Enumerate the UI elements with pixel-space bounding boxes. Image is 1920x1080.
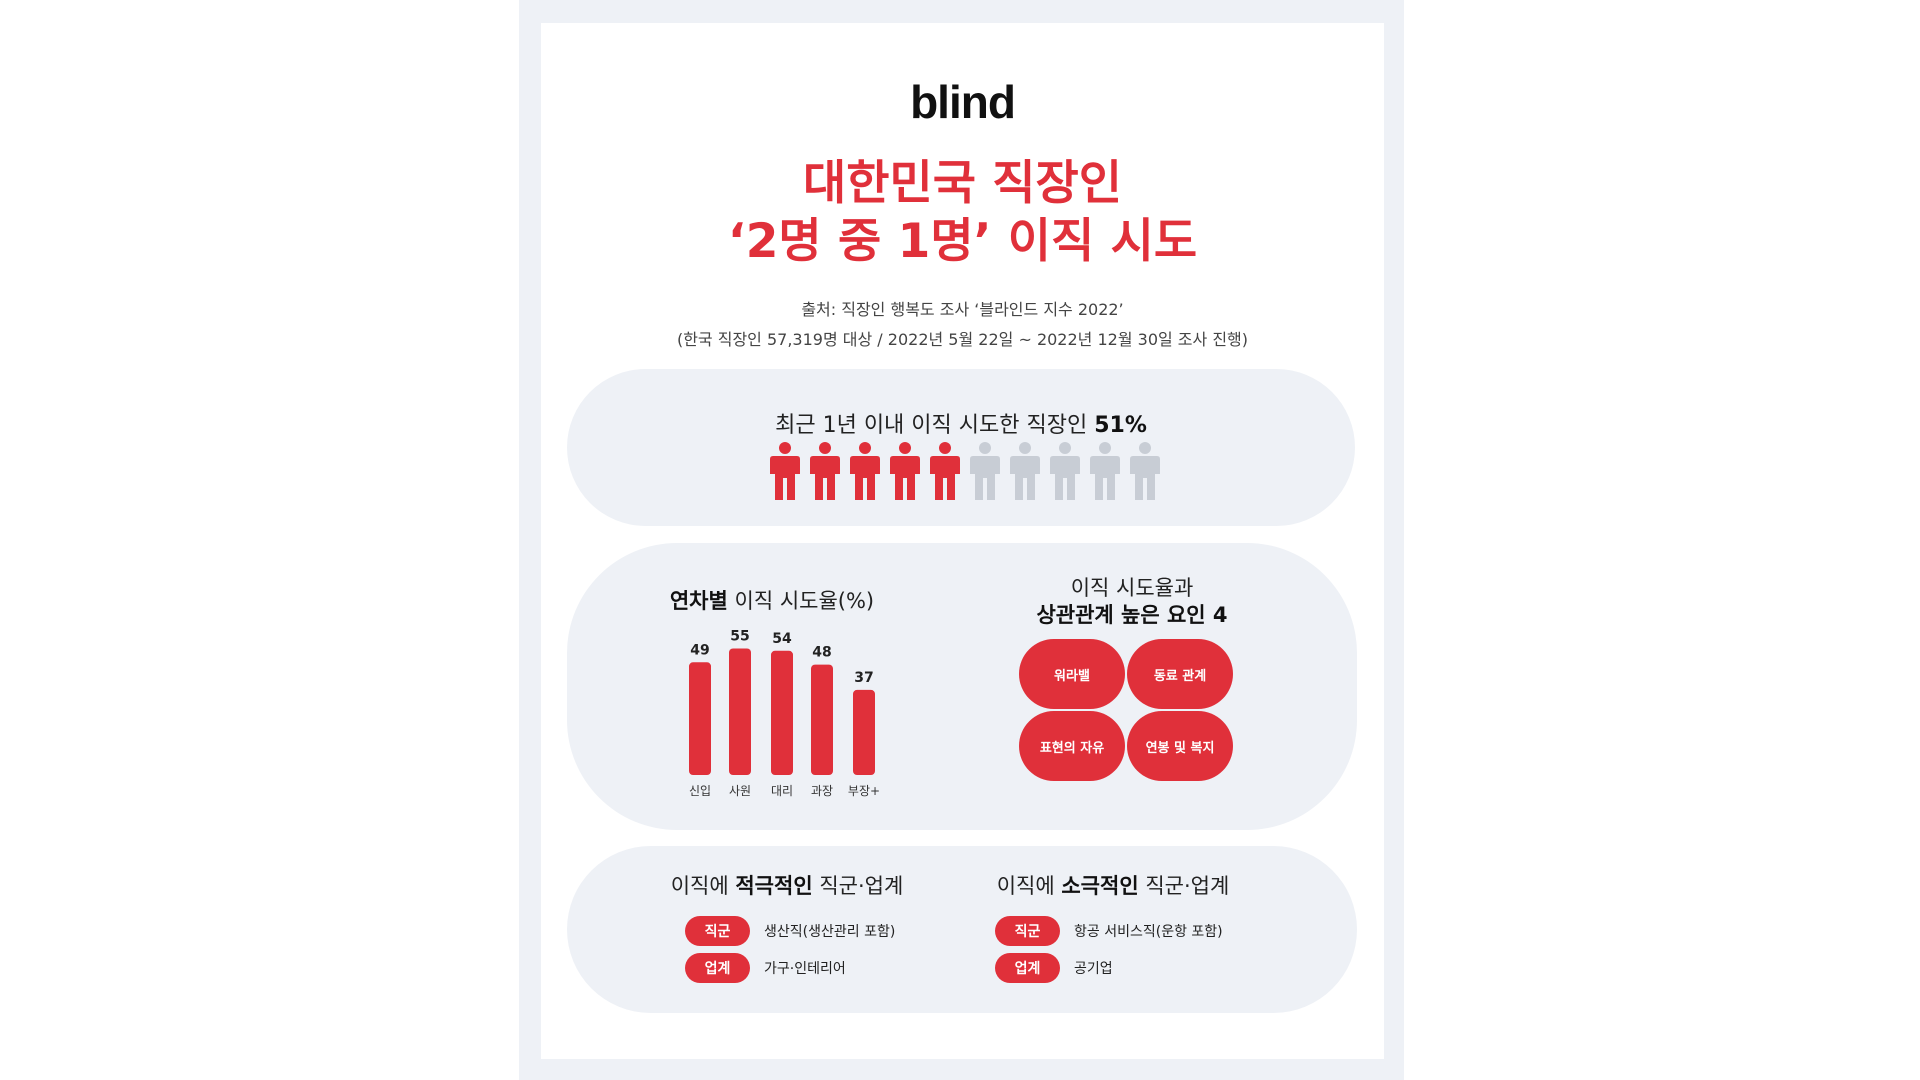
headline: 대한민국 직장인 ‘2명 중 1명’ 이직 시도 (541, 155, 1384, 271)
source-line-2: (한국 직장인 57,319명 대상 / 2022년 5월 22일 ~ 2022… (676, 330, 1249, 349)
person-icon (1090, 442, 1120, 500)
person-icon (890, 442, 920, 500)
chart-title-rest: 이직 시도율(%) (727, 589, 875, 613)
person-icon (810, 442, 840, 500)
factor-bubble: 동료 관계 (1127, 639, 1233, 709)
stat-value: 51% (1094, 413, 1147, 438)
person-icon (1010, 442, 1040, 500)
category-value: 공기업 (1074, 961, 1113, 977)
category-tick-label: 사원 (729, 784, 751, 798)
passive-title-bold: 소극적인 (1061, 874, 1139, 898)
bar-chart: 49 신입 55 사원 54 대리 48 과장 37 부장+ (689, 629, 880, 799)
factor-bubble: 연봉 및 복지 (1127, 711, 1233, 781)
factor-bubble: 워라밸 (1019, 639, 1125, 709)
chart-title-bold: 연차별 (669, 589, 728, 613)
category-tick-label: 대리 (771, 784, 793, 798)
person-icon (1130, 442, 1160, 500)
headline-line-2: ‘2명 중 1명’ 이직 시도 (727, 214, 1198, 269)
passive-row: 직군 항공 서비스직(운항 포함) (995, 916, 1223, 946)
active-title-bold: 적극적인 (735, 874, 813, 898)
source-note: 출처: 직장인 행복도 조사 ‘블라인드 지수 2022’ (한국 직장인 57… (541, 295, 1384, 355)
person-icon (970, 442, 1000, 500)
source-line-1: 출처: 직장인 행복도 조사 ‘블라인드 지수 2022’ (801, 300, 1124, 319)
category-value: 생산직(생산관리 포함) (764, 924, 896, 940)
bar-1 (729, 648, 751, 775)
stat-caption: 최근 1년 이내 이직 시도한 직장인 51% (567, 407, 1355, 439)
bar-value-label: 48 (812, 645, 831, 661)
active-title-pre: 이직에 (670, 874, 736, 898)
people-pictogram (770, 442, 1160, 502)
bar-value-label: 54 (772, 631, 792, 647)
factors-title: 이직 시도율과 상관관계 높은 요인 4 (982, 575, 1282, 629)
category-tick-label: 신입 (689, 784, 711, 798)
bar-value-label: 55 (730, 629, 749, 645)
category-tag: 업계 (685, 953, 750, 983)
passive-title: 이직에 소극적인 직군·업계 (963, 870, 1263, 900)
person-icon (770, 442, 800, 500)
passive-title-pre: 이직에 (996, 874, 1062, 898)
person-icon (1050, 442, 1080, 500)
chart-panel: 연차별 이직 시도율(%) 49 신입 55 사원 54 대리 48 과장 37 부장+ 이직 시… (567, 543, 1357, 830)
active-title-post: 직군·업계 (812, 874, 904, 898)
category-tag: 직군 (685, 916, 750, 946)
category-tag: 업계 (995, 953, 1060, 983)
chart-title: 연차별 이직 시도율(%) (647, 585, 897, 615)
category-tick-label: 부장+ (848, 784, 880, 798)
headline-line-1: 대한민국 직장인 (802, 156, 1123, 211)
person-icon (930, 442, 960, 500)
person-icon (850, 442, 880, 500)
bar-2 (771, 650, 793, 775)
bar-0 (689, 662, 711, 775)
factors-title-line-1: 이직 시도율과 (1070, 576, 1194, 600)
category-tick-label: 과장 (811, 784, 833, 798)
bar-value-label: 49 (690, 642, 709, 658)
bar-3 (811, 664, 833, 775)
active-title: 이직에 적극적인 직군·업계 (637, 870, 937, 900)
category-value: 항공 서비스직(운항 포함) (1074, 924, 1223, 940)
blind-logo: blind (910, 76, 1016, 128)
active-row: 직군 생산직(생산관리 포함) (685, 916, 895, 946)
stat-panel: 최근 1년 이내 이직 시도한 직장인 51% (567, 369, 1355, 526)
job-industry-panel: 이직에 적극적인 직군·업계 직군 생산직(생산관리 포함) 업계 가구·인테리… (567, 846, 1357, 1013)
factor-bubble: 표현의 자유 (1019, 711, 1125, 781)
bar-value-label: 37 (854, 670, 873, 686)
active-row: 업계 가구·인테리어 (685, 953, 846, 983)
infographic-card: blind 대한민국 직장인 ‘2명 중 1명’ 이직 시도 출처: 직장인 행… (541, 23, 1384, 1059)
category-value: 가구·인테리어 (764, 961, 846, 977)
stat-caption-text: 최근 1년 이내 이직 시도한 직장인 (775, 413, 1088, 438)
factors-title-line-2: 상관관계 높은 요인 4 (1036, 603, 1228, 627)
bar-4 (853, 689, 875, 775)
passive-title-post: 직군·업계 (1138, 874, 1230, 898)
category-tag: 직군 (995, 916, 1060, 946)
passive-row: 업계 공기업 (995, 953, 1113, 983)
